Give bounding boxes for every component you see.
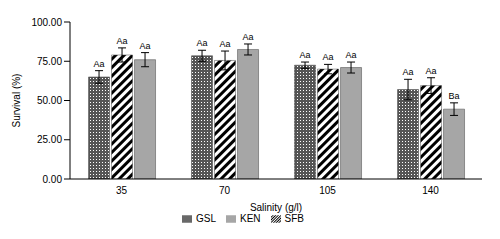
svg-text:0.00: 0.00 (43, 174, 63, 185)
svg-text:100.00: 100.00 (31, 17, 62, 28)
svg-text:75.00: 75.00 (37, 56, 62, 67)
svg-text:Aa: Aa (140, 41, 151, 51)
svg-text:Aa: Aa (220, 39, 231, 49)
svg-text:140: 140 (422, 185, 439, 196)
svg-text:Aa: Aa (94, 59, 105, 69)
svg-text:35: 35 (116, 185, 128, 196)
svg-text:Aa: Aa (323, 52, 334, 62)
html-text:SFB: SFB (284, 213, 304, 224)
svg-text:Ba: Ba (449, 91, 460, 101)
svg-text:70: 70 (219, 185, 231, 196)
svg-text:Aa: Aa (243, 32, 254, 42)
svg-text:Aa: Aa (346, 50, 357, 60)
svg-text:Aa: Aa (197, 38, 208, 48)
svg-text:Survival (%): Survival (%) (11, 74, 22, 128)
html-text:GSL: GSL (196, 213, 216, 224)
svg-text:Salinity (g/l): Salinity (g/l) (250, 202, 302, 213)
svg-text:Aa: Aa (403, 67, 414, 77)
svg-text:105: 105 (319, 185, 336, 196)
svg-text:50.00: 50.00 (37, 95, 62, 106)
svg-text:Aa: Aa (426, 66, 437, 76)
svg-text:Aa: Aa (300, 50, 311, 60)
svg-text:Aa: Aa (117, 36, 128, 46)
html-text:KEN: KEN (240, 213, 261, 224)
svg-text:25.00: 25.00 (37, 134, 62, 145)
